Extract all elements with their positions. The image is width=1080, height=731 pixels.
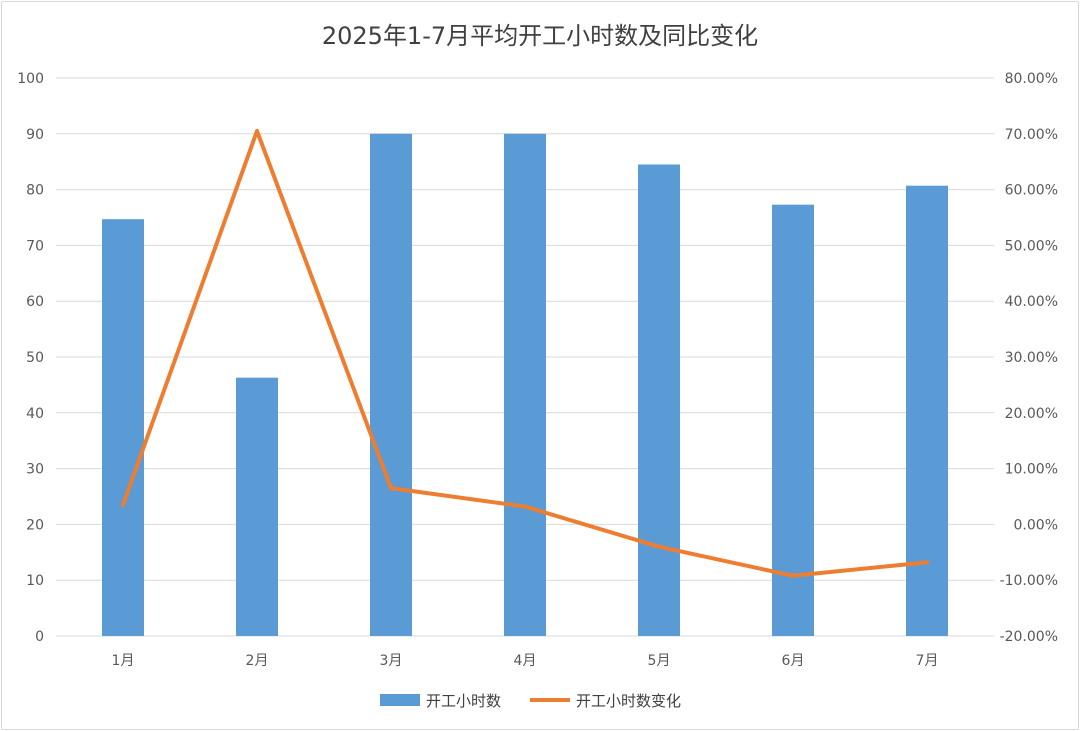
bar	[772, 204, 814, 636]
y-left-tick-label: 0	[35, 629, 44, 645]
x-axis: 1月 2月 3月 4月 5月 6月 7月	[112, 653, 939, 669]
bar	[906, 185, 948, 636]
y-left-tick-label: 20	[26, 517, 44, 533]
line-point	[255, 129, 259, 134]
chart-title: 2025年1-7月平均开工小时数及同比变化	[322, 22, 758, 50]
y-right-tick-label: 80.00%	[1005, 71, 1058, 87]
line-point	[121, 502, 125, 507]
y-right-tick-label: 70.00%	[1005, 127, 1058, 143]
bar	[504, 133, 546, 637]
legend-label-line: 开工小时数变化	[576, 692, 681, 710]
legend: 开工小时数 开工小时数变化	[380, 692, 681, 710]
bar	[102, 219, 144, 636]
y-left-tick-label: 100	[17, 71, 44, 87]
y-right-tick-label: 20.00%	[1005, 406, 1058, 422]
line-point	[389, 486, 393, 491]
y-left-tick-label: 40	[26, 406, 44, 422]
x-tick-label: 7月	[916, 653, 939, 669]
line-point	[925, 560, 929, 565]
x-tick-label: 1月	[112, 653, 135, 669]
y-left-tick-label: 90	[26, 127, 44, 143]
y-left-tick-label: 80	[26, 183, 44, 199]
y-right-tick-label: 60.00%	[1005, 183, 1058, 199]
y-left-tick-label: 50	[26, 350, 44, 366]
line-point	[657, 544, 661, 549]
left-axis: 0 10 20 30 40 50 60 70 80 90 100	[17, 71, 44, 645]
y-right-tick-label: 30.00%	[1005, 350, 1058, 366]
line-series	[121, 129, 929, 578]
legend-label-bar: 开工小时数	[426, 692, 501, 710]
y-left-tick-label: 10	[26, 573, 44, 589]
y-right-tick-label: 10.00%	[1005, 462, 1058, 478]
x-tick-label: 5月	[648, 653, 671, 669]
legend-swatch-bar	[380, 694, 420, 706]
bar	[638, 164, 680, 637]
y-right-tick-label: 0.00%	[1014, 517, 1058, 533]
bar	[236, 377, 278, 636]
x-tick-label: 3月	[380, 653, 403, 669]
line-point	[523, 504, 527, 509]
right-axis: -20.00% -10.00% 0.00% 10.00% 20.00% 30.00% 40.…	[1000, 71, 1058, 645]
bar	[370, 133, 412, 637]
y-right-tick-label: 40.00%	[1005, 294, 1058, 310]
x-tick-label: 4月	[514, 653, 537, 669]
y-right-tick-label: 50.00%	[1005, 238, 1058, 254]
x-tick-label: 6月	[782, 653, 805, 669]
y-left-tick-label: 70	[26, 238, 44, 254]
y-right-tick-label: -20.00%	[1000, 629, 1058, 645]
line-point	[791, 573, 795, 578]
y-left-tick-label: 30	[26, 462, 44, 478]
x-tick-label: 2月	[246, 653, 269, 669]
bar-series	[102, 133, 948, 637]
y-right-tick-label: -10.00%	[1000, 573, 1058, 589]
y-left-tick-label: 60	[26, 294, 44, 310]
